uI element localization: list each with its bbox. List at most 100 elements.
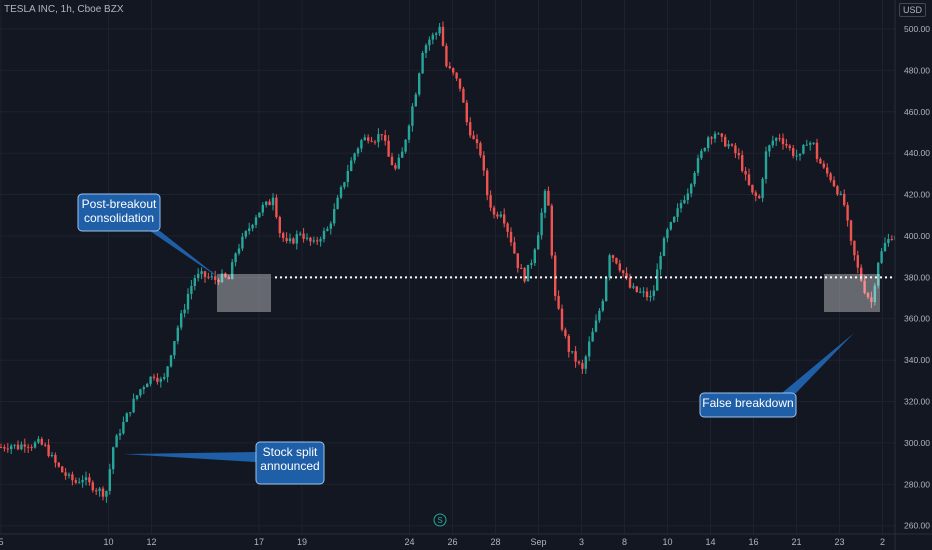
time-axis[interactable]: 5 10 12 17 19 24 26 28 Sep 3 8 10 14 16 21 23 2 (0, 533, 932, 547)
candle-body (873, 285, 876, 303)
candle-body (560, 308, 564, 330)
time-tick-label: 12 (146, 537, 156, 547)
time-tick-label: Sep (530, 537, 546, 547)
candle-body (268, 201, 271, 206)
candle-body (16, 444, 20, 450)
candle-body (231, 262, 234, 280)
candle-body (693, 172, 696, 185)
currency-badge[interactable]: USD (898, 3, 926, 17)
candle-body (758, 195, 761, 199)
price-tick-label: 480.00 (904, 65, 930, 75)
candle-body (108, 469, 111, 492)
candle-body (877, 262, 880, 286)
candle-body (686, 193, 689, 200)
candle-body (146, 383, 149, 388)
candle-body (363, 137, 366, 141)
price-tick-label: 340.00 (904, 355, 930, 365)
candle-body (849, 220, 853, 241)
candle-body (156, 377, 159, 382)
candle-body (54, 454, 57, 463)
candle-body (492, 207, 496, 215)
candle-body (333, 209, 336, 224)
candle-body (373, 141, 377, 143)
candle-body (329, 223, 332, 229)
candle-body (632, 286, 635, 288)
callout-text: announced (260, 459, 319, 473)
candle-body (112, 447, 115, 470)
candle-body (608, 255, 611, 278)
candle-body (584, 356, 587, 369)
time-tick-label: 3 (579, 537, 584, 547)
candle-body (574, 351, 577, 362)
candle-body (95, 490, 98, 492)
candle-body (207, 276, 210, 278)
candle-body (125, 413, 128, 422)
candle-body (241, 236, 244, 249)
time-tick-label: 10 (103, 537, 113, 547)
candle-body (853, 240, 856, 256)
candle-body (768, 145, 771, 152)
candle-body (727, 144, 730, 147)
candle-body (214, 276, 217, 280)
candle-body (105, 491, 108, 497)
candle-body (319, 239, 322, 242)
candle-body (149, 376, 152, 384)
candle-body (234, 253, 237, 263)
candle-body (605, 277, 608, 301)
price-tick-label: 360.00 (904, 314, 930, 324)
candle-body (567, 335, 570, 352)
candle-body (819, 159, 822, 164)
candle-body (248, 228, 251, 232)
candle-body (771, 140, 774, 146)
candle-body (57, 462, 60, 467)
candle-body (13, 444, 16, 446)
candle-body (860, 267, 863, 281)
candle-body (448, 66, 451, 69)
candle-body (353, 153, 356, 161)
candle-body (656, 269, 659, 291)
candle-body (462, 88, 465, 103)
candle-body (741, 155, 744, 171)
candle-body (829, 173, 832, 181)
candle-body (812, 142, 815, 144)
callout-text: Stock split (263, 445, 318, 459)
time-tick-label: 10 (662, 537, 672, 547)
time-tick-label: 8 (622, 537, 627, 547)
candle-body (754, 192, 757, 196)
candle-body (30, 447, 33, 449)
candle-body (482, 155, 485, 171)
candle-body (0, 447, 3, 449)
candle-body (370, 140, 373, 142)
consolidation-zone (217, 274, 271, 312)
candle-body (839, 193, 842, 195)
candle-body (360, 140, 363, 149)
candle-body (550, 205, 553, 256)
time-tick-label: 17 (254, 537, 264, 547)
candle-body (822, 163, 825, 168)
candle-body (465, 102, 468, 123)
candle-body (707, 137, 710, 148)
candle-body (336, 197, 339, 210)
candle-body (292, 238, 295, 244)
callout-text: consolidation (84, 211, 154, 225)
candle-body (577, 361, 581, 364)
price-axis[interactable]: 260.00 280.00 300.00 320.00 340.00 360.00 380.… (894, 0, 932, 550)
candle-body (588, 341, 591, 357)
candle-body (356, 148, 360, 154)
candle-body (312, 240, 315, 242)
candle-body (778, 138, 781, 140)
candle-body (118, 433, 122, 436)
candle-body (299, 233, 302, 235)
candle-body (428, 39, 431, 46)
candle-body (683, 199, 686, 204)
candle-body (387, 140, 390, 157)
candle-body (394, 165, 397, 169)
highlight-zones (217, 274, 880, 312)
candle-body (135, 395, 139, 399)
candle-body (615, 257, 618, 264)
candle-body (479, 143, 482, 156)
candle-body (662, 238, 666, 256)
candle-body (3, 447, 6, 449)
candle-body (734, 145, 737, 154)
